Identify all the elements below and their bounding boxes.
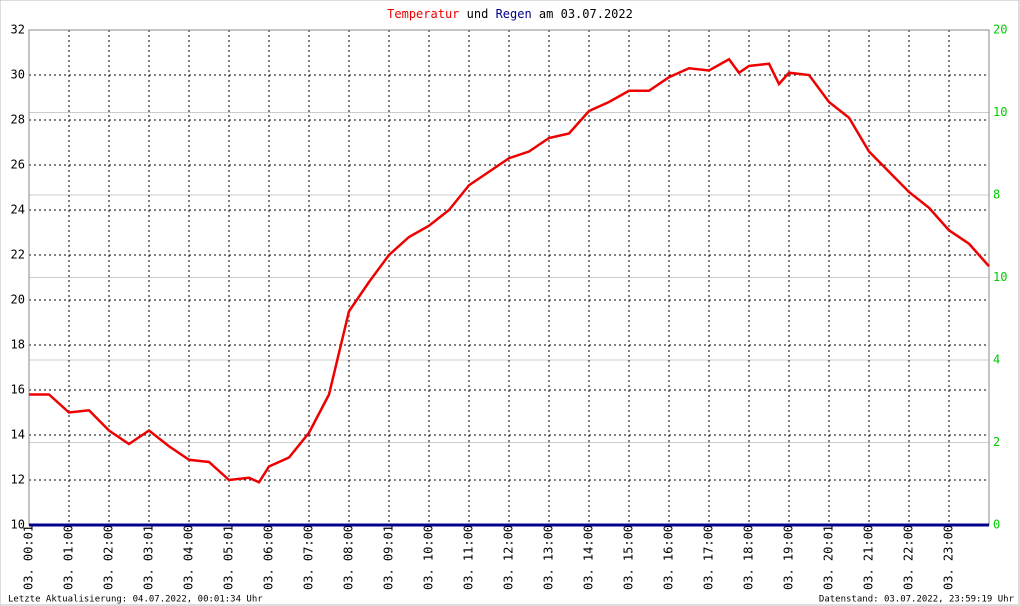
y2-tick-label: 10 bbox=[993, 105, 1007, 119]
y-tick-label: 20 bbox=[11, 293, 25, 307]
title-series-1: Temperatur bbox=[387, 7, 459, 21]
x-tick-label: 03. 04:00 bbox=[182, 525, 196, 590]
x-tick-label: 03. 19:00 bbox=[782, 525, 796, 590]
y2-tick-label: 0 bbox=[993, 518, 1000, 532]
x-tick-label: 03. 01:00 bbox=[62, 525, 76, 590]
title-suffix: am 03.07.2022 bbox=[539, 7, 633, 21]
x-tick-label: 03. 15:00 bbox=[622, 525, 636, 590]
footer-left: Letzte Aktualisierung: 04.07.2022, 00:01… bbox=[8, 595, 263, 605]
y-tick-label: 26 bbox=[11, 158, 25, 172]
x-tick-label: 03. 09:01 bbox=[382, 525, 396, 590]
chart-title: Temperatur und Regen am 03.07.2022 bbox=[387, 7, 633, 21]
x-tick-label: 03. 14:00 bbox=[582, 525, 596, 590]
x-tick-label: 03. 08:00 bbox=[342, 525, 356, 590]
x-tick-label: 03. 22:00 bbox=[902, 525, 916, 590]
x-tick-label: 03. 18:00 bbox=[742, 525, 756, 590]
y2-tick-label: 20 bbox=[993, 23, 1007, 37]
y-tick-label: 16 bbox=[11, 383, 25, 397]
x-tick-label: 03. 05:01 bbox=[222, 525, 236, 590]
y-tick-label: 18 bbox=[11, 338, 25, 352]
x-tick-label: 03. 23:00 bbox=[942, 525, 956, 590]
x-tick-label: 03. 06:00 bbox=[262, 525, 276, 590]
x-tick-label: 03. 20:01 bbox=[822, 525, 836, 590]
x-tick-label: 03. 00:01 bbox=[22, 525, 36, 590]
x-tick-label: 03. 07:00 bbox=[302, 525, 316, 590]
footer-right: Datenstand: 03.07.2022, 23:59:19 Uhr bbox=[819, 595, 1015, 605]
y-tick-label: 28 bbox=[11, 113, 25, 127]
x-tick-label: 03. 16:00 bbox=[662, 525, 676, 590]
y-tick-label: 30 bbox=[11, 68, 25, 82]
y2-tick-label: 2 bbox=[993, 435, 1000, 449]
y-tick-label: 24 bbox=[11, 203, 25, 217]
y2-tick-label: 8 bbox=[993, 188, 1000, 202]
x-tick-label: 03. 13:00 bbox=[542, 525, 556, 590]
x-tick-label: 03. 10:00 bbox=[422, 525, 436, 590]
y2-tick-label: 10 bbox=[993, 270, 1007, 284]
series-line bbox=[29, 57, 990, 484]
x-tick-label: 03. 21:00 bbox=[862, 525, 876, 590]
x-tick-label: 03. 17:00 bbox=[702, 525, 716, 590]
y-tick-label: 10 bbox=[11, 518, 25, 532]
x-tick-label: 03. 02:00 bbox=[102, 525, 116, 590]
y-tick-label: 12 bbox=[11, 473, 25, 487]
y-tick-label: 22 bbox=[11, 248, 25, 262]
title-series-2: Regen bbox=[496, 7, 532, 21]
x-tick-label: 03. 03:01 bbox=[142, 525, 156, 590]
y-tick-label: 14 bbox=[11, 428, 25, 442]
title-connector: und bbox=[467, 7, 489, 21]
x-tick-label: 03. 11:00 bbox=[462, 525, 476, 590]
x-tick-label: 03. 12:00 bbox=[502, 525, 516, 590]
y2-tick-label: 4 bbox=[993, 353, 1000, 367]
y-tick-label: 32 bbox=[11, 23, 25, 37]
